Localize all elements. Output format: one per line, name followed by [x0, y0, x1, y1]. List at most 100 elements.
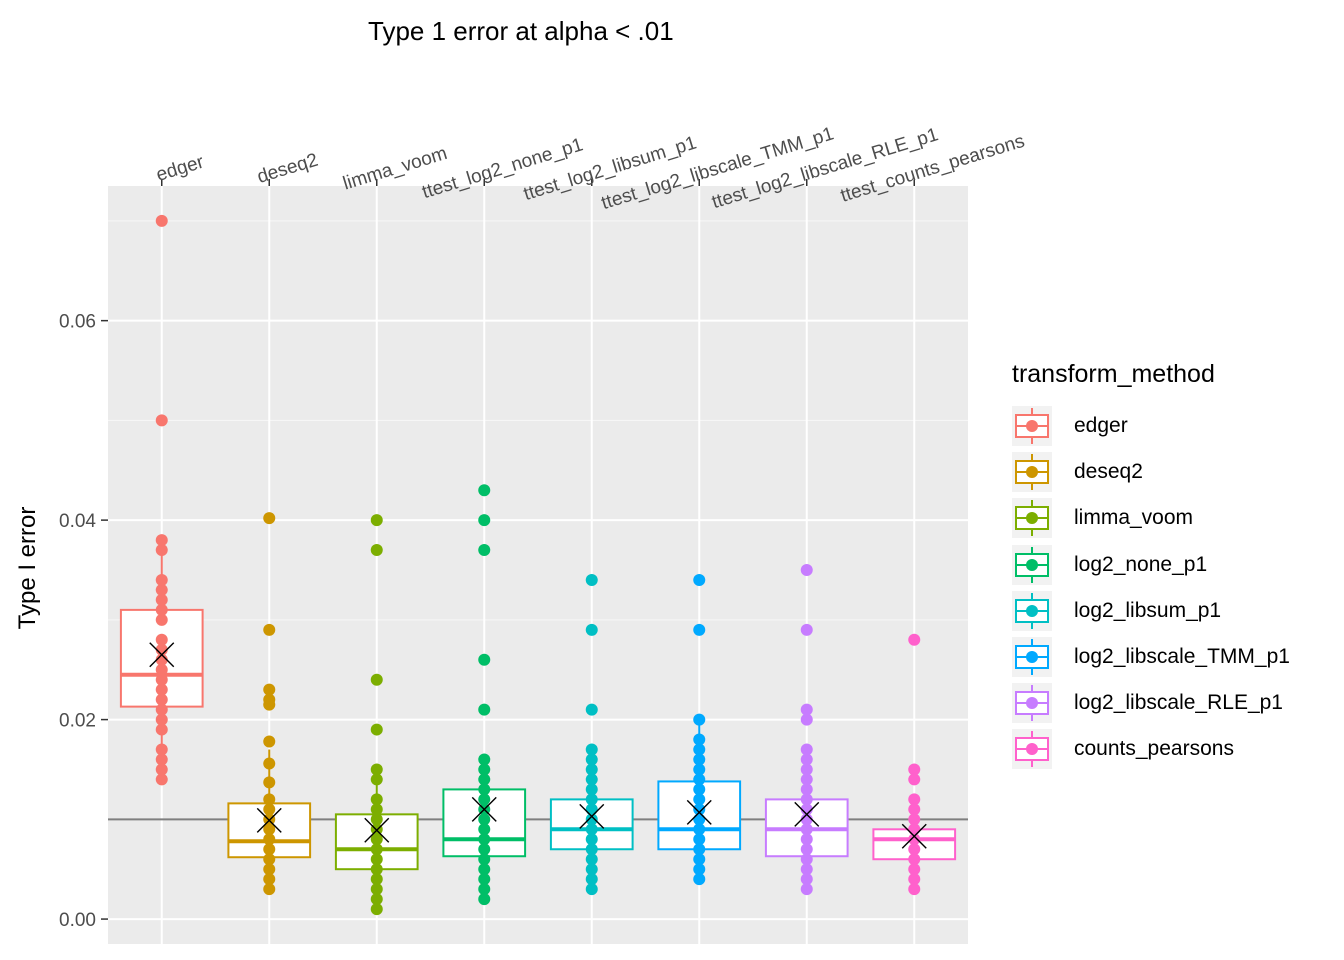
legend-key-icon — [1012, 498, 1052, 539]
data-point — [800, 883, 813, 896]
data-point — [908, 803, 921, 816]
data-point — [263, 823, 276, 836]
data-point — [693, 713, 706, 726]
legend-label: edger — [1074, 414, 1128, 438]
data-point — [155, 583, 168, 596]
data-point — [693, 843, 706, 856]
mean-marker — [794, 801, 820, 827]
data-point — [263, 833, 276, 846]
data-point — [693, 853, 706, 866]
data-point — [585, 853, 598, 866]
y-tick-label: 0.00 — [59, 910, 96, 931]
data-point — [693, 863, 706, 876]
legend-item-log2_libsum_p1: log2_libsum_p1 — [1012, 588, 1290, 634]
data-point — [155, 753, 168, 766]
data-point — [155, 703, 168, 716]
data-point — [800, 873, 813, 886]
legend-label: log2_libscale_RLE_p1 — [1074, 691, 1283, 715]
data-point — [908, 773, 921, 786]
legend-key-icon — [1012, 406, 1052, 447]
legend-label: log2_libscale_TMM_p1 — [1074, 645, 1290, 669]
data-point — [370, 514, 383, 527]
data-point — [908, 763, 921, 776]
mean-marker — [686, 799, 712, 825]
boxplot-counts_pearsons — [872, 633, 957, 896]
data-point — [585, 773, 598, 786]
boxplot-log2_libscale_TMM_p1 — [657, 573, 742, 886]
data-point — [908, 883, 921, 896]
data-point — [155, 773, 168, 786]
data-point — [370, 903, 383, 916]
data-point — [370, 833, 383, 846]
data-point — [585, 813, 598, 826]
data-point — [263, 776, 276, 789]
boxplot-limma_voom — [334, 514, 419, 916]
data-point — [478, 653, 491, 666]
data-point — [155, 673, 168, 686]
data-point — [908, 843, 921, 856]
data-point — [478, 873, 491, 886]
data-point — [478, 763, 491, 776]
data-point — [908, 853, 921, 866]
data-point — [478, 544, 491, 557]
data-point — [155, 414, 168, 427]
data-point — [155, 653, 168, 666]
data-point — [155, 613, 168, 626]
data-point — [370, 843, 383, 856]
data-point — [585, 783, 598, 796]
y-axis-label: Type I error — [14, 506, 41, 630]
data-point — [908, 633, 921, 646]
legend-item-log2_libscale_TMM_p1: log2_libscale_TMM_p1 — [1012, 634, 1290, 680]
data-point — [585, 873, 598, 886]
data-point — [370, 793, 383, 806]
data-point — [800, 623, 813, 636]
legend-key-icon — [1012, 683, 1052, 724]
x-tick-label: deseq2 — [255, 150, 321, 188]
boxplot-log2_libsum_p1 — [549, 573, 634, 896]
data-point — [800, 863, 813, 876]
data-point — [693, 823, 706, 836]
data-point — [693, 773, 706, 786]
data-point — [693, 783, 706, 796]
data-point — [585, 573, 598, 586]
data-point — [263, 757, 276, 770]
mean-marker — [579, 803, 605, 829]
data-point — [155, 544, 168, 557]
data-point — [155, 603, 168, 616]
data-point — [800, 763, 813, 776]
data-point — [585, 703, 598, 716]
data-point — [800, 783, 813, 796]
data-point — [585, 793, 598, 806]
data-point — [263, 735, 276, 748]
data-point — [155, 683, 168, 696]
data-point — [263, 793, 276, 806]
data-point — [585, 753, 598, 766]
data-point — [478, 893, 491, 906]
data-point — [263, 803, 276, 816]
data-point — [478, 773, 491, 786]
data-point — [693, 803, 706, 816]
legend-item-log2_none_p1: log2_none_p1 — [1012, 542, 1290, 588]
data-point — [585, 763, 598, 776]
data-point — [800, 823, 813, 836]
mean-marker — [471, 796, 497, 822]
data-point — [800, 833, 813, 846]
data-point — [155, 633, 168, 646]
boxplot-log2_none_p1 — [442, 484, 527, 906]
data-point — [370, 883, 383, 896]
legend-item-counts_pearsons: counts_pearsons — [1012, 726, 1290, 772]
y-tick-label: 0.04 — [59, 511, 96, 532]
legend-key-icon — [1012, 637, 1052, 678]
data-point — [800, 793, 813, 806]
data-point — [908, 833, 921, 846]
data-point — [370, 763, 383, 776]
legend-key-icon — [1012, 544, 1052, 585]
legend-key-icon — [1012, 590, 1052, 631]
data-point — [800, 563, 813, 576]
data-point — [370, 893, 383, 906]
data-point — [478, 783, 491, 796]
data-point — [370, 673, 383, 686]
data-point — [263, 843, 276, 856]
data-point — [585, 883, 598, 896]
data-point — [263, 813, 276, 826]
